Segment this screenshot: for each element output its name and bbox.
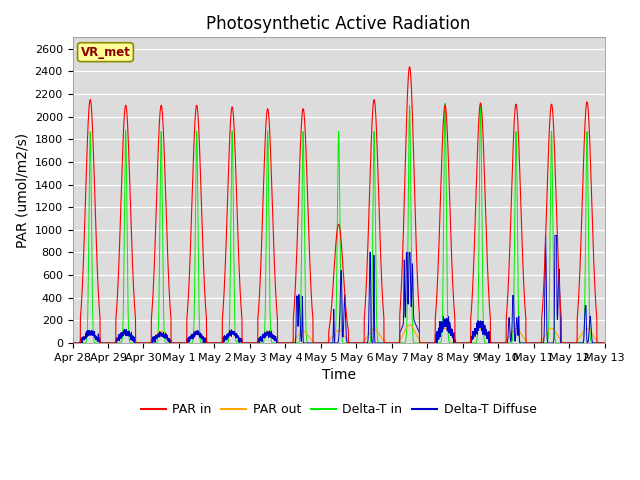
Text: VR_met: VR_met bbox=[81, 46, 131, 59]
Title: Photosynthetic Active Radiation: Photosynthetic Active Radiation bbox=[207, 15, 471, 33]
Legend: PAR in, PAR out, Delta-T in, Delta-T Diffuse: PAR in, PAR out, Delta-T in, Delta-T Dif… bbox=[136, 398, 541, 421]
Y-axis label: PAR (umol/m2/s): PAR (umol/m2/s) bbox=[15, 132, 29, 248]
X-axis label: Time: Time bbox=[322, 368, 356, 382]
